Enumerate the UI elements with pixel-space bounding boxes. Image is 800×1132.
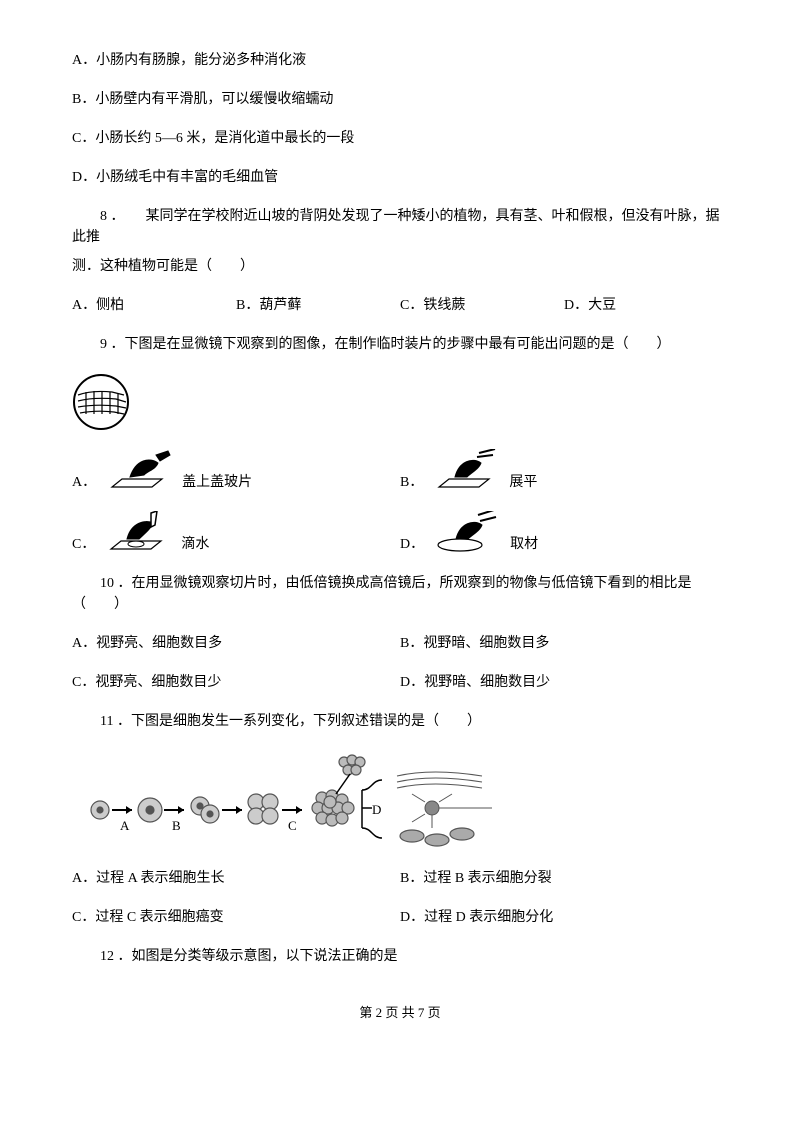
q9-num: 9 xyxy=(100,337,107,352)
q10-options-row2: C．视野亮、细胞数目少 D．视野暗、细胞数目少 xyxy=(72,672,728,693)
q7-option-d: D．小肠绒毛中有丰富的毛细血管 xyxy=(72,167,728,188)
q9-stem-text: ．下图是在显微镜下观察到的图像，在制作临时装片的步骤中最有可能出问题的是（ ） xyxy=(107,337,671,352)
coverslip-hand-icon xyxy=(102,449,176,493)
q11-label-A: A xyxy=(120,818,130,833)
q10-num: 10 xyxy=(100,576,114,591)
q10-stem: 10 ．在用显微镜观察切片时，由低倍镜换成高倍镜后，所观察到的物像与低倍镜下看到… xyxy=(72,573,728,615)
q8-stem: 8 ． 某同学在学校附近山坡的背阴处发现了一种矮小的植物，具有茎、叶和假根，但没… xyxy=(72,206,728,248)
q12-stem: 12 ．如图是分类等级示意图，以下说法正确的是 xyxy=(72,946,728,967)
page-footer: 第 2 页 共 7 页 xyxy=(72,1003,728,1023)
flatten-hand-icon xyxy=(429,449,503,493)
q10-option-d: D．视野暗、细胞数目少 xyxy=(400,672,728,693)
q11-option-d: D．过程 D 表示细胞分化 xyxy=(400,907,728,928)
q8-options: A．侧柏 B．葫芦藓 C．铁线蕨 D．大豆 xyxy=(72,295,728,316)
q12-num: 12 xyxy=(100,949,114,964)
q10-options-row1: A．视野亮、细胞数目多 B．视野暗、细胞数目多 xyxy=(72,633,728,654)
q11-stem-text: ．下图是细胞发生一系列变化，下列叙述错误的是（ ） xyxy=(113,714,481,729)
q9-option-d: D． 取材 xyxy=(400,511,728,555)
q9-optD-letter: D． xyxy=(400,534,424,555)
q9-option-a: A． 盖上盖玻片 xyxy=(72,449,400,493)
q8-option-d: D．大豆 xyxy=(564,295,728,316)
q10-option-a: A．视野亮、细胞数目多 xyxy=(72,633,400,654)
q11-options-row1: A．过程 A 表示细胞生长 B．过程 B 表示细胞分裂 xyxy=(72,868,728,889)
q9-optB-letter: B． xyxy=(400,472,423,493)
q8-option-b: B．葫芦藓 xyxy=(236,295,400,316)
q11-option-b: B．过程 B 表示细胞分裂 xyxy=(400,868,728,889)
q8-stem-a: 某同学在学校附近山坡的背阴处发现了一种矮小的植物，具有茎、叶和假根，但没有叶脉，… xyxy=(72,209,720,245)
q11-stem: 11 ．下图是细胞发生一系列变化，下列叙述错误的是（ ） xyxy=(72,711,728,732)
q9-figure xyxy=(72,373,728,431)
q7-option-c: C．小肠长约 5—6 米，是消化道中最长的一段 xyxy=(72,128,728,149)
q12-stem-text: ．如图是分类等级示意图，以下说法正确的是 xyxy=(114,949,398,964)
q11-label-D: D xyxy=(372,802,381,817)
q11-option-c: C．过程 C 表示细胞癌变 xyxy=(72,907,400,928)
q11-options-row2: C．过程 C 表示细胞癌变 D．过程 D 表示细胞分化 xyxy=(72,907,728,928)
q9-optC-letter: C． xyxy=(72,534,95,555)
q9-optA-label: 盖上盖玻片 xyxy=(182,472,252,493)
q9-options-row2: C． 滴水 D． 取材 xyxy=(72,511,728,555)
q8-dot: ． xyxy=(107,209,118,224)
q11-num: 11 xyxy=(100,714,113,729)
q11-label-B: B xyxy=(172,818,181,833)
q9-options-row1: A． 盖上盖玻片 B． 展平 xyxy=(72,449,728,493)
q9-optC-label: 滴水 xyxy=(181,534,209,555)
cell-process-diagram: A B C D xyxy=(72,750,532,850)
q11-label-C: C xyxy=(288,818,297,833)
q9-optD-label: 取材 xyxy=(510,534,538,555)
q11-option-a: A．过程 A 表示细胞生长 xyxy=(72,868,400,889)
q8-option-a: A．侧柏 xyxy=(72,295,236,316)
q11-figure: A B C D xyxy=(72,750,728,850)
q9-option-c: C． 滴水 xyxy=(72,511,400,555)
q9-optB-label: 展平 xyxy=(509,472,537,493)
q10-option-b: B．视野暗、细胞数目多 xyxy=(400,633,728,654)
q9-option-b: B． 展平 xyxy=(400,449,728,493)
q10-option-c: C．视野亮、细胞数目少 xyxy=(72,672,400,693)
q8-num: 8 xyxy=(100,209,107,224)
q9-optA-letter: A． xyxy=(72,472,96,493)
q7-option-b: B．小肠壁内有平滑肌，可以缓慢收缩蠕动 xyxy=(72,89,728,110)
q9-stem: 9 ．下图是在显微镜下观察到的图像，在制作临时装片的步骤中最有可能出问题的是（ … xyxy=(72,334,728,355)
q10-stem-text: ．在用显微镜观察切片时，由低倍镜换成高倍镜后，所观察到的物像与低倍镜下看到的相比… xyxy=(72,576,692,612)
sample-hand-icon xyxy=(430,511,504,555)
dropper-hand-icon xyxy=(101,511,175,555)
microscope-cells-icon xyxy=(72,373,130,431)
q8-option-c: C．铁线蕨 xyxy=(400,295,564,316)
q8-stem-b: 测．这种植物可能是（ ） xyxy=(72,256,728,277)
q7-option-a: A．小肠内有肠腺，能分泌多种消化液 xyxy=(72,50,728,71)
